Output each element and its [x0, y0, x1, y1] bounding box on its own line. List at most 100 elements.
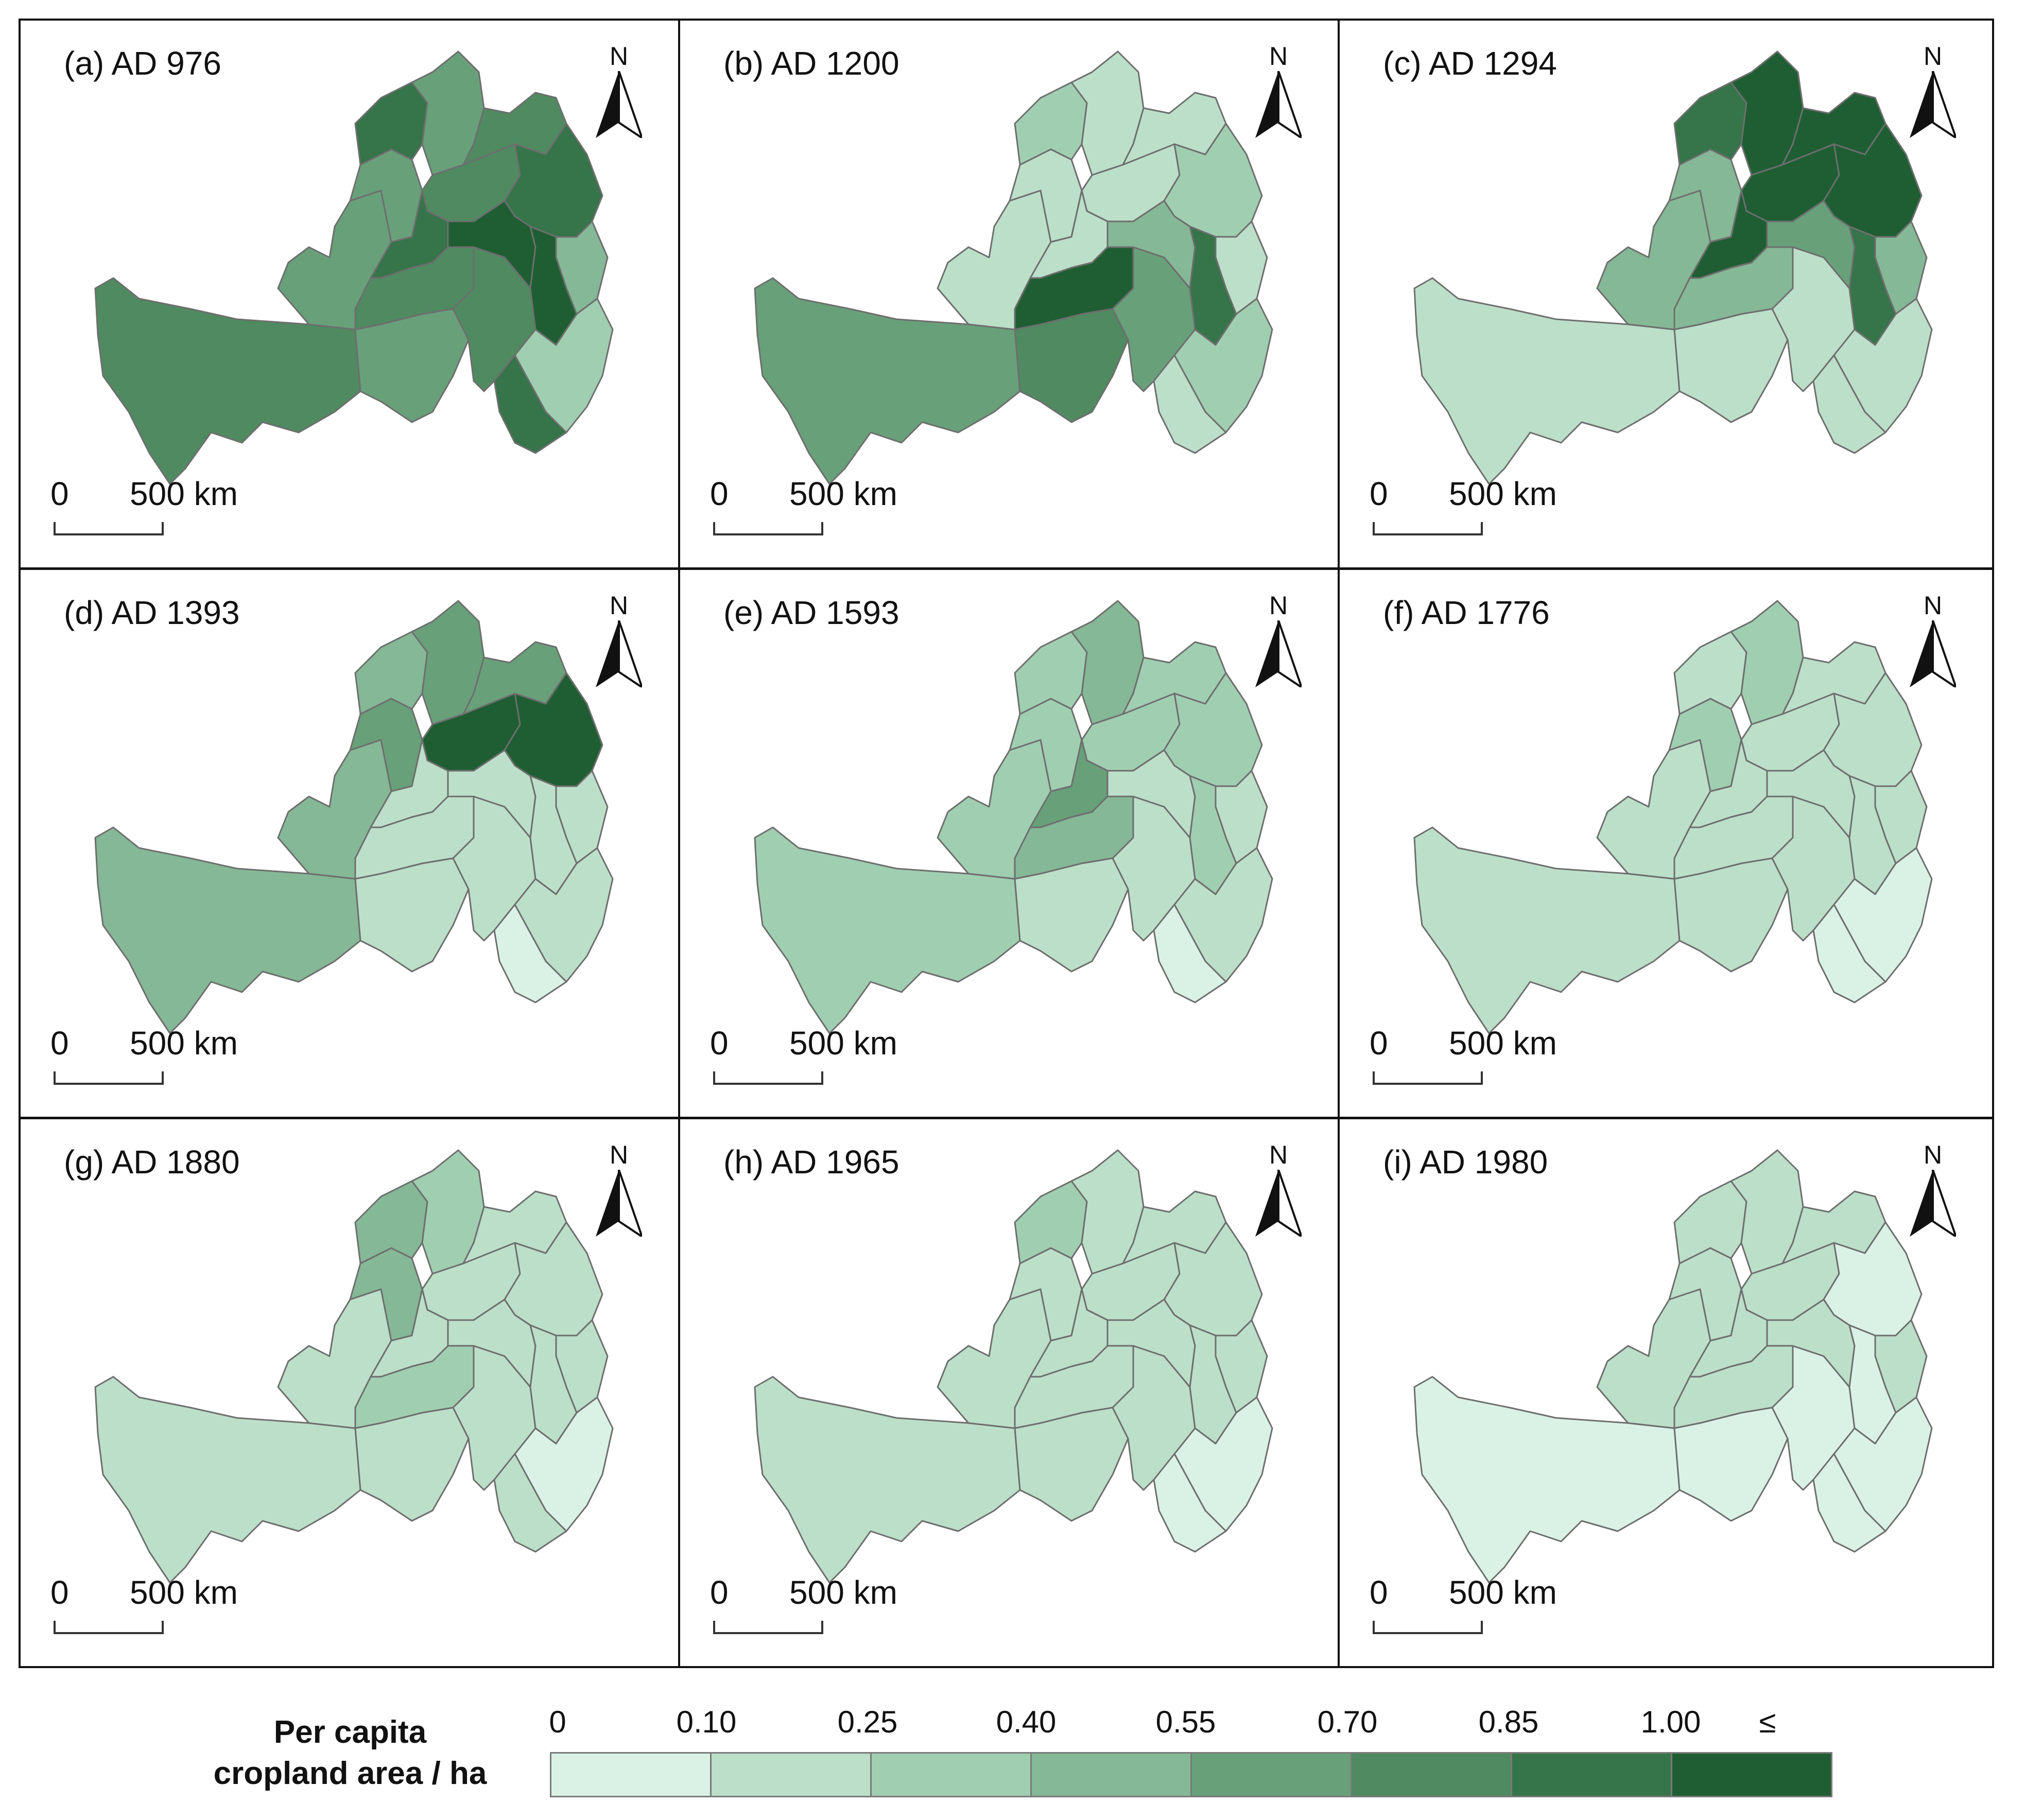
scale-zero-label: 0: [50, 475, 69, 512]
scale-bar: 0 500 km: [45, 1024, 238, 1091]
province-region: [1413, 1376, 1681, 1584]
province-region: [754, 277, 1021, 485]
north-letter: N: [609, 1140, 629, 1169]
scale-bar-line: [54, 1071, 164, 1085]
region-map: [754, 600, 1273, 1034]
north-arrow-icon: N: [591, 1140, 647, 1238]
province-region: [493, 1453, 567, 1553]
scale-bar: 0 500 km: [1364, 475, 1557, 542]
panel-title: (d) AD 1393: [64, 594, 240, 631]
map-panel: (a) AD 976 N 0 500 km: [19, 19, 680, 569]
map-panel: (h) AD 1965 N 0 500 km: [678, 1117, 1340, 1668]
legend-tick-label: ≤: [1759, 1705, 1776, 1739]
panel-title: (g) AD 1880: [64, 1143, 240, 1181]
legend-swatch: [1671, 1752, 1832, 1797]
legend-swatch: [1351, 1752, 1512, 1797]
north-arrow-icon: N: [591, 591, 647, 688]
north-arrow-icon: N: [1905, 591, 1961, 688]
province-region: [1413, 826, 1681, 1034]
legend-title-line2: cropland area / ha: [213, 1756, 487, 1791]
province-region: [1153, 904, 1227, 1003]
legend-title: Per capita cropland area / ha: [170, 1712, 530, 1794]
legend-tick-label: 0.55: [1155, 1705, 1216, 1739]
legend-swatch: [1190, 1752, 1352, 1797]
legend-tick-label: 0.70: [1317, 1705, 1378, 1739]
region-map: [1413, 1149, 1933, 1584]
panel-title: (c) AD 1294: [1383, 45, 1557, 82]
scale-bar-line: [1373, 1621, 1483, 1634]
province-region: [1153, 354, 1227, 454]
scale-zero-label: 0: [1370, 1574, 1388, 1611]
legend-tick-label: 0.85: [1478, 1705, 1539, 1739]
province-region: [1766, 200, 1856, 289]
region-map: [754, 50, 1273, 485]
map-panel: (f) AD 1776 N 0 500 km: [1338, 568, 1994, 1119]
scale-zero-label: 0: [1370, 475, 1388, 512]
province-region: [1673, 1407, 1789, 1522]
province-region: [354, 308, 470, 423]
north-arrow-shape: [1255, 71, 1302, 138]
legend-swatch: [1030, 1752, 1192, 1797]
scale-zero-label: 0: [50, 1025, 69, 1062]
region-map: [94, 1149, 614, 1584]
province-region: [1812, 1453, 1886, 1553]
north-arrow-icon: N: [1905, 1140, 1961, 1238]
legend-tick-label: 0: [549, 1705, 566, 1739]
north-letter: N: [1923, 42, 1943, 71]
scale-distance-label: 500 km: [1449, 475, 1557, 512]
province-region: [94, 826, 361, 1034]
legend-tick-label: 0.40: [996, 1705, 1057, 1739]
province-region: [1153, 1453, 1227, 1553]
scale-bar: 0 500 km: [705, 475, 897, 542]
scale-bar-line: [713, 1071, 823, 1085]
province-region: [94, 277, 361, 485]
scale-zero-label: 0: [50, 1574, 69, 1611]
region-map: [94, 50, 614, 485]
scale-bar: 0 500 km: [1364, 1573, 1557, 1640]
map-panel: (e) AD 1593 N 0 500 km: [678, 568, 1340, 1119]
scale-bar: 0 500 km: [45, 1573, 238, 1640]
province-region: [1812, 904, 1886, 1003]
province-region: [1014, 1407, 1129, 1522]
north-letter: N: [1269, 42, 1288, 71]
north-arrow-shape: [1910, 1170, 1956, 1237]
scale-bar-line: [713, 522, 823, 535]
scale-distance-label: 500 km: [789, 1025, 897, 1062]
legend-title-line1: Per capita: [273, 1714, 427, 1750]
north-arrow-shape: [1255, 1170, 1302, 1237]
scale-bar: 0 500 km: [705, 1024, 897, 1091]
scale-zero-label: 0: [1370, 1025, 1388, 1062]
province-region: [493, 354, 567, 454]
scale-bar: 0 500 km: [705, 1573, 897, 1640]
province-region: [447, 1298, 536, 1388]
north-letter: N: [609, 591, 629, 620]
scale-zero-label: 0: [710, 475, 729, 512]
panel-title: (e) AD 1593: [723, 594, 899, 631]
scale-bar-line: [1373, 1071, 1483, 1085]
north-letter: N: [1923, 591, 1943, 620]
scale-distance-label: 500 km: [789, 475, 897, 512]
province-region: [354, 1407, 470, 1522]
province-region: [1014, 308, 1129, 423]
legend-tick-label: 0.25: [837, 1705, 898, 1739]
north-arrow-icon: N: [1250, 1140, 1307, 1238]
province-region: [94, 1376, 361, 1584]
province-region: [754, 826, 1021, 1034]
scale-zero-label: 0: [710, 1025, 729, 1062]
north-letter: N: [1269, 1140, 1288, 1169]
province-region: [1413, 277, 1681, 485]
region-map: [754, 1149, 1273, 1584]
panel-title: (b) AD 1200: [723, 45, 899, 82]
province-region: [354, 857, 470, 973]
scale-zero-label: 0: [710, 1574, 729, 1611]
panel-title: (i) AD 1980: [1383, 1143, 1548, 1181]
north-letter: N: [1269, 591, 1288, 620]
province-region: [1812, 354, 1886, 454]
north-arrow-shape: [1910, 71, 1956, 138]
legend-swatch: [870, 1752, 1032, 1797]
region-map: [94, 600, 614, 1034]
north-arrow-shape: [1910, 620, 1956, 687]
map-panel: (b) AD 1200 N 0 500 km: [678, 19, 1340, 569]
north-arrow-shape: [596, 620, 642, 687]
north-arrow-icon: N: [1905, 41, 1961, 139]
